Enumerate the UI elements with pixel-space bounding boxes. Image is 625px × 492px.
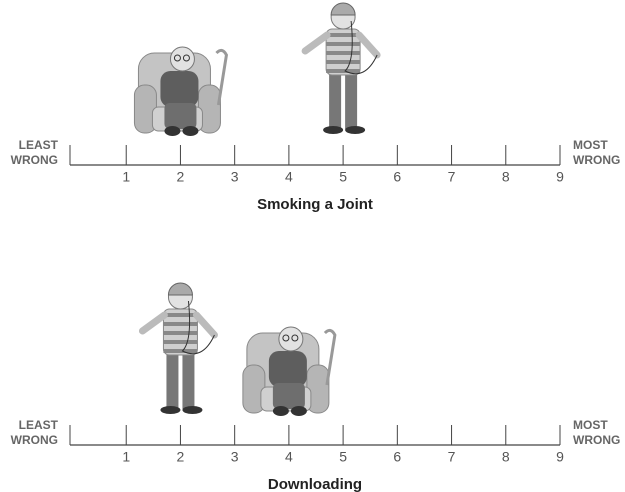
shoe bbox=[182, 406, 202, 414]
tick-label: 1 bbox=[122, 169, 130, 185]
tick-label: 9 bbox=[556, 169, 564, 185]
tick-label: 7 bbox=[448, 449, 456, 465]
stripe bbox=[163, 322, 197, 326]
head bbox=[170, 47, 194, 71]
stripe bbox=[326, 60, 360, 64]
legs bbox=[164, 103, 196, 129]
leg bbox=[166, 353, 178, 409]
cap bbox=[168, 283, 192, 295]
stripe bbox=[326, 51, 360, 55]
tick-label: 2 bbox=[177, 169, 185, 185]
leg bbox=[329, 73, 341, 129]
tick-label: 6 bbox=[393, 169, 401, 185]
stripe bbox=[163, 331, 197, 335]
head bbox=[279, 327, 303, 351]
tick-label: 2 bbox=[177, 449, 185, 465]
tick-label: 5 bbox=[339, 169, 347, 185]
leg bbox=[345, 73, 357, 129]
right-label: MOST bbox=[573, 418, 608, 432]
shoe bbox=[345, 126, 365, 134]
leg bbox=[182, 353, 194, 409]
stripe bbox=[326, 69, 360, 73]
torso bbox=[269, 351, 307, 387]
arm bbox=[359, 35, 377, 55]
right-label: MOST bbox=[573, 138, 608, 152]
tick-label: 8 bbox=[502, 449, 510, 465]
shoe bbox=[323, 126, 343, 134]
left-label: LEAST bbox=[19, 138, 59, 152]
right-label: WRONG bbox=[573, 433, 620, 447]
elder-figure bbox=[243, 327, 335, 416]
tick-label: 3 bbox=[231, 169, 239, 185]
tick-label: 3 bbox=[231, 449, 239, 465]
scale-title: Downloading bbox=[268, 476, 362, 492]
elder-figure bbox=[134, 47, 226, 136]
shoe bbox=[291, 406, 307, 416]
arm bbox=[305, 35, 327, 51]
scale-title: Smoking a Joint bbox=[257, 196, 373, 213]
left-label: WRONG bbox=[11, 433, 58, 447]
tick-label: 9 bbox=[556, 449, 564, 465]
shoe bbox=[182, 126, 198, 136]
tick-label: 7 bbox=[448, 169, 456, 185]
stripe bbox=[163, 313, 197, 317]
legs bbox=[273, 383, 305, 409]
cap bbox=[331, 3, 355, 15]
scales: 123456789LEASTWRONGMOSTWRONGSmoking a Jo… bbox=[0, 0, 625, 492]
stripe bbox=[326, 33, 360, 37]
left-label: LEAST bbox=[19, 418, 59, 432]
arm bbox=[142, 315, 164, 331]
tick-label: 5 bbox=[339, 449, 347, 465]
stripe bbox=[163, 349, 197, 353]
tick-label: 6 bbox=[393, 449, 401, 465]
stripe bbox=[326, 42, 360, 46]
right-label: WRONG bbox=[573, 153, 620, 167]
left-label: WRONG bbox=[11, 153, 58, 167]
stripe bbox=[163, 340, 197, 344]
tick-label: 1 bbox=[122, 449, 130, 465]
tick-label: 8 bbox=[502, 169, 510, 185]
teen-figure bbox=[305, 3, 377, 134]
tick-label: 4 bbox=[285, 169, 293, 185]
torso bbox=[160, 71, 198, 107]
arm bbox=[196, 315, 214, 335]
shoe bbox=[164, 126, 180, 136]
shoe bbox=[160, 406, 180, 414]
teen-figure bbox=[142, 283, 214, 414]
tick-label: 4 bbox=[285, 449, 293, 465]
shoe bbox=[273, 406, 289, 416]
